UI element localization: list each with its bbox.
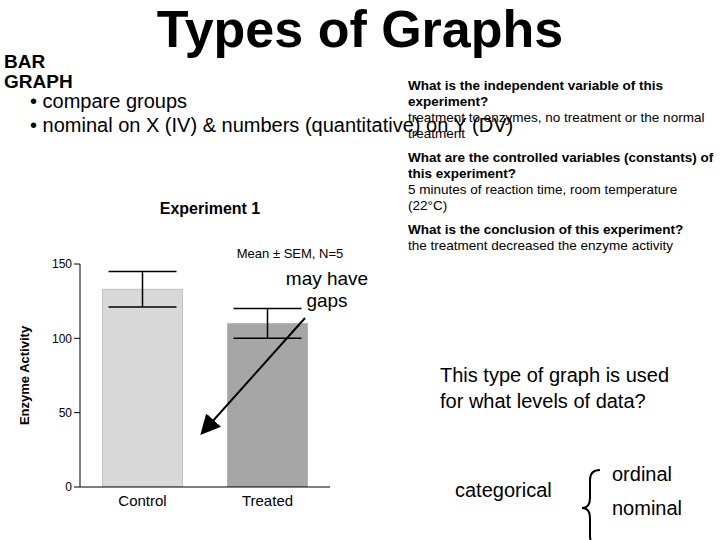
html-text:nominal: nominal [612, 497, 682, 519]
svg-text:100: 100 [52, 332, 72, 346]
svg-text:150: 150 [52, 257, 72, 271]
html-text:What is the conclusion of this: What is the conclusion of this experimen… [408, 222, 684, 237]
html-text:categorical: categorical [455, 479, 552, 501]
html-text:BAR GRAPH: BAR GRAPH [4, 51, 73, 92]
html-text:Experiment 1: Experiment 1 [159, 200, 261, 217]
html-text:treatment to enzymes, no treat: treatment to enzymes, no treatment or th… [408, 110, 705, 141]
svg-text:0: 0 [65, 480, 72, 494]
html-text:What are the controlled variab: What are the controlled variables (const… [408, 150, 714, 181]
html-text:This type of graph is used for: This type of graph is used for what leve… [440, 364, 669, 412]
html-text:Mean ± SEM, N=5: Mean ± SEM, N=5 [236, 246, 344, 261]
svg-text:Enzyme Activity: Enzyme Activity [20, 325, 32, 425]
html-text:• nominal on X (IV) & numbers: • nominal on X (IV) & numbers (quantitat… [30, 114, 514, 136]
html-text:ordinal: ordinal [612, 463, 672, 485]
svg-text:50: 50 [59, 406, 73, 420]
svg-text:Control: Control [118, 492, 166, 509]
svg-text:Treated: Treated [242, 492, 293, 509]
html-text:may have gaps: may have gaps [285, 268, 369, 311]
html-text:Types of Graphs: Types of Graphs [156, 0, 564, 58]
html-text:• compare groups: • compare groups [30, 90, 188, 112]
html-text:What is the independent variab: What is the independent variable of this… [408, 78, 663, 109]
html-text:5 minutes of reaction time, ro: 5 minutes of reaction time, room tempera… [408, 182, 678, 213]
html-text:the treatment decreased the en: the treatment decreased the enzyme activ… [408, 238, 673, 253]
